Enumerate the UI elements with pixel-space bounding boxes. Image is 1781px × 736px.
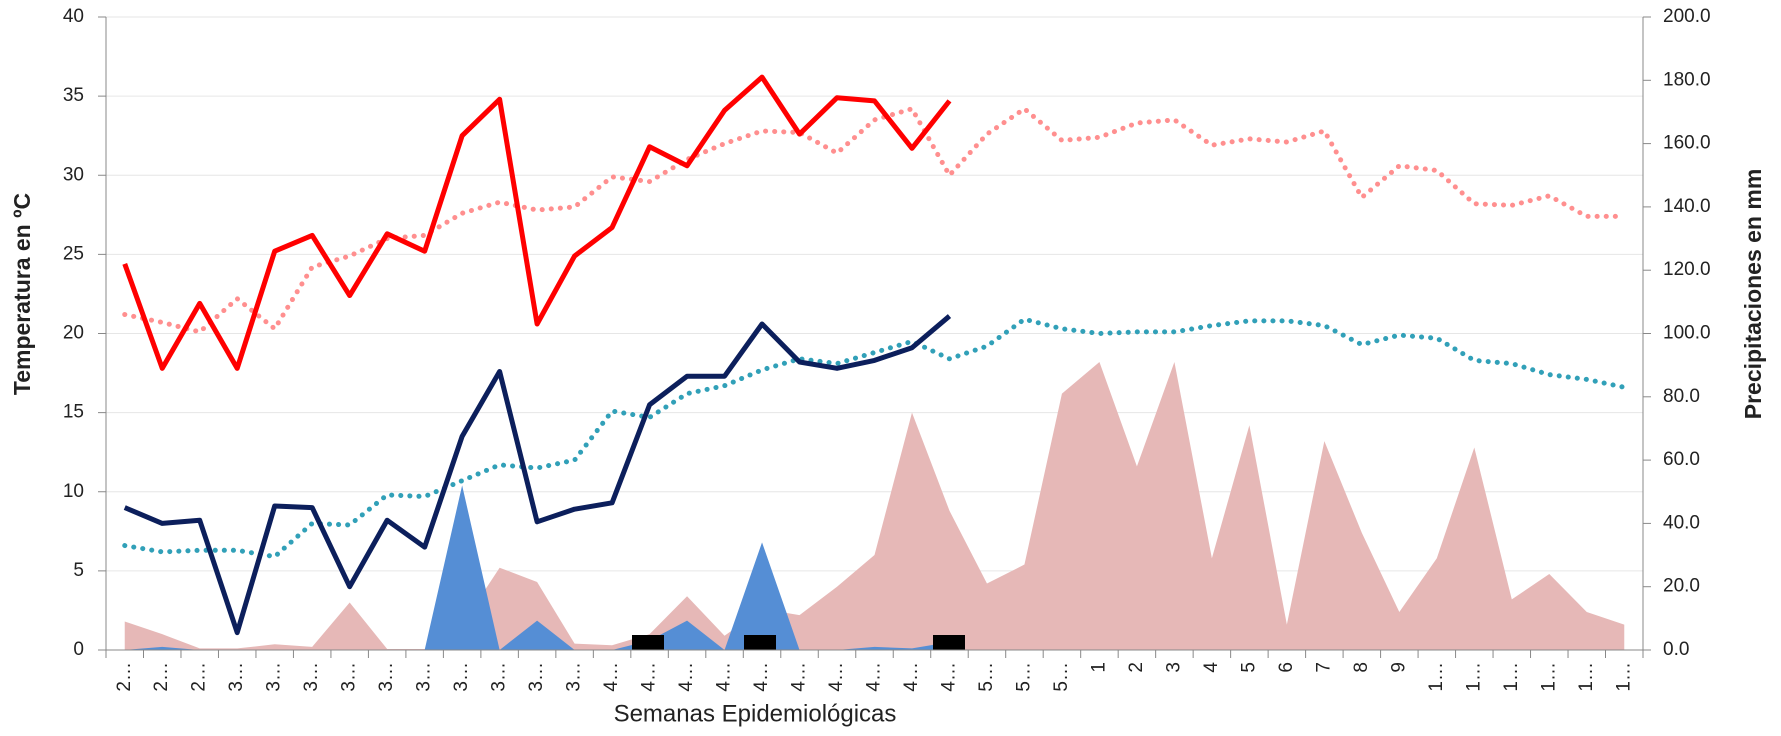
x-tick-label: 4… bbox=[601, 662, 622, 692]
area bbox=[125, 362, 1625, 650]
x-tick-label: 3… bbox=[339, 662, 360, 692]
y2-tick-label: 40.0 bbox=[1663, 512, 1700, 533]
line bbox=[125, 319, 1625, 556]
x-tick-label: 4… bbox=[676, 662, 697, 692]
x-tick-label: 4… bbox=[714, 662, 735, 692]
x-tick-label: 4… bbox=[639, 662, 660, 692]
marker bbox=[744, 635, 776, 650]
y-tick-label: 5 bbox=[73, 560, 84, 581]
x-tick-label: 2 bbox=[1126, 662, 1147, 673]
x-tick-label: 5… bbox=[976, 662, 997, 692]
x-tick-label: 1… bbox=[1538, 662, 1559, 692]
y-axis-title: Temperatura en ºC bbox=[9, 193, 35, 395]
x-tick-label: 3… bbox=[564, 662, 585, 692]
x-tick-label: 3… bbox=[376, 662, 397, 692]
x-tick-label: 2… bbox=[151, 662, 172, 692]
x-tick-label: 4… bbox=[789, 662, 810, 692]
x-tick-label: 3… bbox=[301, 662, 322, 692]
x-tick-label: 3 bbox=[1163, 662, 1184, 673]
x-tick-label: 4… bbox=[826, 662, 847, 692]
y2-tick-label: 160.0 bbox=[1663, 133, 1711, 154]
x-tick-label: 2… bbox=[189, 662, 210, 692]
x-tick-label: 6 bbox=[1276, 662, 1297, 673]
y2-tick-label: 60.0 bbox=[1663, 449, 1700, 470]
x-tick-label: 4… bbox=[901, 662, 922, 692]
x-tick-label: 4… bbox=[751, 662, 772, 692]
x-tick-label: 5 bbox=[1238, 662, 1259, 673]
x-tick-label: 7 bbox=[1313, 662, 1334, 673]
y-tick-label: 25 bbox=[63, 243, 84, 264]
y2-axis-title: Precipitaciones en mm bbox=[1740, 169, 1766, 420]
x-tick-label: 1… bbox=[1576, 662, 1597, 692]
x-tick-label: 1 bbox=[1088, 662, 1109, 673]
x-tick-label: 2… bbox=[114, 662, 135, 692]
x-tick-label: 5… bbox=[1013, 662, 1034, 692]
x-tick-label: 1… bbox=[1426, 662, 1447, 692]
x-tick-label: 4… bbox=[864, 662, 885, 692]
x-tick-label: 3… bbox=[226, 662, 247, 692]
y-tick-label: 10 bbox=[63, 481, 84, 502]
y2-tick-label: 100.0 bbox=[1663, 323, 1711, 344]
y2-tick-label: 200.0 bbox=[1663, 6, 1711, 27]
x-tick-label: 3… bbox=[489, 662, 510, 692]
marker bbox=[632, 635, 664, 650]
x-tick-label: 4… bbox=[938, 662, 959, 692]
x-tick-label: 1… bbox=[1501, 662, 1522, 692]
x-tick-label: 9 bbox=[1388, 662, 1409, 673]
y2-tick-label: 20.0 bbox=[1663, 576, 1700, 597]
marker bbox=[933, 635, 965, 650]
y-tick-label: 20 bbox=[63, 323, 84, 344]
y-tick-label: 40 bbox=[63, 6, 84, 27]
y2-tick-label: 0.0 bbox=[1663, 639, 1689, 660]
x-tick-label: 3… bbox=[414, 662, 435, 692]
y2-tick-label: 120.0 bbox=[1663, 259, 1711, 280]
lines bbox=[125, 77, 1625, 632]
y2-tick-label: 80.0 bbox=[1663, 386, 1700, 407]
y2-tick-label: 140.0 bbox=[1663, 196, 1711, 217]
y-tick-label: 0 bbox=[73, 639, 84, 660]
areas bbox=[125, 362, 1625, 650]
y2-tick-label: 180.0 bbox=[1663, 69, 1711, 90]
y-tick-label: 15 bbox=[63, 402, 84, 423]
line bbox=[125, 109, 1625, 332]
x-tick-label: 1… bbox=[1463, 662, 1484, 692]
x-tick-label: 4 bbox=[1201, 662, 1222, 673]
x-tick-label: 5… bbox=[1051, 662, 1072, 692]
x-tick-label: 3… bbox=[264, 662, 285, 692]
y-tick-label: 35 bbox=[63, 85, 84, 106]
chart: Semanas Epidemiológicas Temperatura en º… bbox=[0, 0, 1781, 731]
x-tick-label: 3… bbox=[526, 662, 547, 692]
y-tick-label: 30 bbox=[63, 164, 84, 185]
line bbox=[125, 77, 950, 368]
x-tick-label: 3… bbox=[451, 662, 472, 692]
x-axis-title: Semanas Epidemiológicas bbox=[614, 700, 897, 727]
x-tick-label: 8 bbox=[1351, 662, 1372, 673]
x-tick-label: 1… bbox=[1613, 662, 1634, 692]
